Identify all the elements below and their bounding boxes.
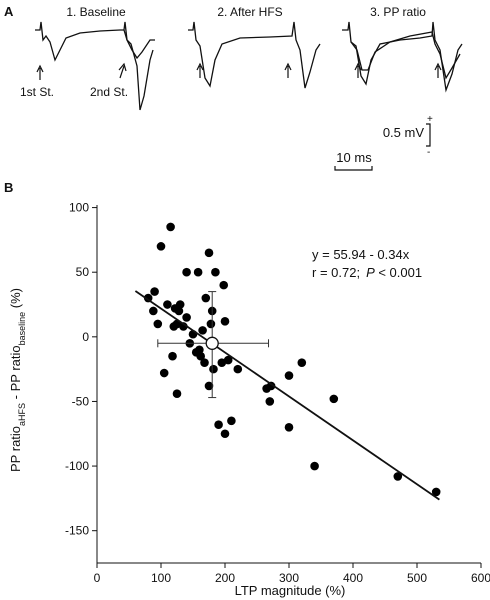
point	[200, 358, 209, 367]
point	[214, 420, 223, 430]
stim-label: 2nd St.	[90, 85, 128, 99]
arrow	[36, 64, 44, 80]
point	[174, 306, 184, 316]
point	[223, 355, 233, 365]
annotation-part: P	[366, 265, 375, 280]
y-label-sub: baseline	[17, 312, 27, 346]
x-tick-label: 0	[94, 571, 101, 585]
x-axis-label: LTP magnitude (%)	[235, 583, 346, 598]
point	[266, 381, 276, 391]
x-tick-label: 100	[151, 571, 171, 585]
stim-label: 1st St.	[20, 85, 54, 99]
x-tick-label: 400	[343, 571, 363, 585]
y-tick-label: 100	[69, 201, 89, 215]
x-tick-label: 500	[407, 571, 427, 585]
fit-line	[134, 290, 440, 501]
point	[198, 326, 207, 335]
y-label-sub: aHFS	[17, 403, 27, 426]
point	[297, 358, 307, 367]
point	[149, 306, 158, 316]
point	[220, 317, 230, 326]
point	[209, 364, 218, 374]
y-tick-label: -150	[65, 524, 89, 538]
point	[201, 293, 211, 303]
y-tick-label: -100	[65, 459, 89, 473]
panel-label: B	[4, 180, 13, 195]
point	[431, 487, 441, 497]
arrow	[434, 62, 442, 78]
trace	[35, 21, 154, 111]
y-label-part: PP ratio	[8, 426, 23, 472]
point	[193, 267, 203, 277]
arrow	[118, 62, 127, 79]
trace	[342, 21, 463, 93]
point	[310, 461, 319, 471]
point	[227, 416, 236, 426]
point	[284, 371, 294, 380]
point	[159, 368, 169, 378]
y-label-part: (%)	[8, 288, 23, 312]
y-tick-label: 50	[76, 265, 90, 279]
point	[329, 394, 339, 404]
point	[182, 267, 191, 277]
point	[172, 389, 182, 398]
arrow	[284, 62, 292, 78]
point	[265, 397, 275, 406]
point	[175, 300, 185, 309]
scale-sign: +	[427, 114, 433, 125]
point	[153, 319, 163, 329]
x-tick-label: 300	[279, 571, 299, 585]
trace	[188, 21, 321, 89]
point	[204, 248, 214, 258]
y-axis-label: PP ratioaHFS - PP ratiobaseline (%)	[8, 288, 27, 472]
point	[219, 280, 229, 290]
point	[163, 300, 172, 309]
scale-label: 10 ms	[336, 150, 372, 165]
arrow	[354, 62, 362, 78]
point	[211, 267, 220, 277]
y-tick-label: -50	[72, 394, 90, 408]
trace	[350, 31, 461, 80]
point	[196, 351, 205, 361]
point	[393, 472, 403, 481]
y-tick-label: 0	[82, 330, 89, 344]
arrow	[196, 62, 204, 78]
point	[284, 422, 294, 432]
scale-label: 0.5 mV	[383, 125, 425, 140]
point	[182, 313, 191, 322]
trace-title: 3. PP ratio	[370, 5, 426, 19]
point	[150, 287, 159, 296]
point	[220, 429, 230, 439]
annotation: y = 55.94 - 0.34x	[312, 247, 410, 262]
scale-sign: -	[427, 147, 430, 158]
trace-title: 1. Baseline	[66, 5, 126, 19]
annotation: r = 0.72; P < 0.001	[312, 265, 422, 280]
x-tick-label: 200	[215, 571, 235, 585]
point	[166, 222, 175, 232]
scale-bar	[334, 123, 431, 171]
trace-title: 2. After HFS	[217, 5, 282, 19]
annotation-part: < 0.001	[375, 265, 422, 280]
annotation-part: r = 0.72;	[312, 265, 360, 280]
x-tick-label: 600	[471, 571, 490, 585]
point	[156, 242, 166, 251]
mean-point	[205, 336, 219, 350]
trace	[123, 29, 155, 60]
point	[206, 319, 216, 329]
point	[204, 381, 214, 391]
panel-label: A	[4, 4, 14, 19]
point	[168, 351, 177, 361]
y-label-part: - PP ratio	[8, 345, 23, 403]
point	[233, 364, 243, 374]
point	[195, 345, 204, 355]
